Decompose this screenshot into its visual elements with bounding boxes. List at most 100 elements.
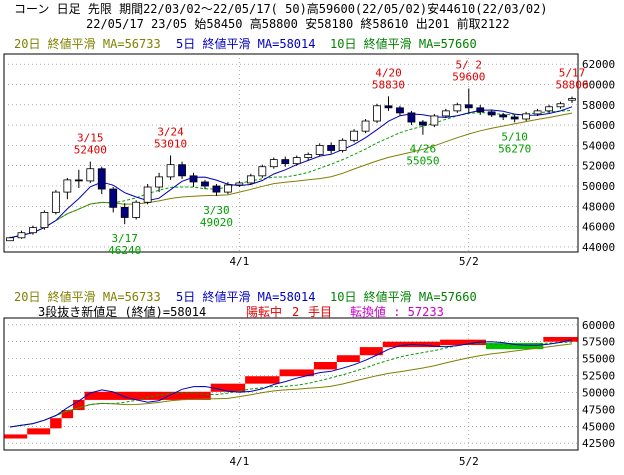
candle-body [109,188,118,208]
candle-body [235,182,244,186]
candle-body [51,191,60,213]
candle-body [487,111,496,116]
candle-body [556,103,565,108]
y-tick-label: 52000 [582,160,615,173]
legend-ma10: 10日 終値平滑 MA=57660 [330,37,477,51]
y-tick-label: 42500 [582,437,615,450]
candle-body [143,186,152,203]
new-price-bar [210,383,246,392]
new-price-bar [61,410,74,419]
annotation-high-value: 58800 [555,79,588,92]
annotation-high-date: 4/20 [375,66,402,79]
y-tick-label: 56000 [582,119,615,132]
plot-frame [3,53,579,253]
annotation-low-value: 56270 [498,142,531,155]
candle-body [86,168,95,182]
y-tick-label: 60000 [582,319,615,332]
legend-ma5-bottom: 5日 終値平滑 MA=58014 [176,290,316,304]
candle-body [453,104,462,112]
candle-body [120,206,129,218]
new-price-bar [440,339,486,346]
annotation-high-date: 5/17 [559,67,586,80]
candle-body [568,98,576,101]
legend-ma10-bottom: 10日 終値平滑 MA=57660 [330,290,477,304]
annotation-high-date: 3/15 [77,132,104,145]
new-price-panel: 42500 45000 47500 50000 52500 55000 57500 60000… [3,317,615,468]
candle-body [396,107,404,114]
candle-body [441,110,450,117]
x-tick-label: 4/1 [229,255,249,268]
ma5-line-bottom [9,339,573,428]
candle-body [292,157,301,165]
new-price-bar [245,376,280,384]
new-price-bar [50,418,62,429]
candle-body [304,154,313,158]
candle-body [97,168,106,190]
new-price-bar [359,347,383,356]
annotation-high-value: 59600 [452,71,485,84]
legend-ma20: 20日 終値平滑 MA=56733 [14,37,161,51]
candle-body [464,104,473,109]
x-tick-label: 5/2 [459,455,479,468]
legend-ma20-bottom: 20日 終値平滑 MA=56733 [14,290,161,304]
y-tick-label: 45000 [582,420,615,433]
annotation-high-value: 52400 [74,144,107,157]
candle-body [533,110,542,115]
header-line2: 22/05/17 23/05 始58450 高58800 安58180 終586… [86,17,510,31]
y-tick-label: 52500 [582,370,615,383]
candle-body [40,211,49,229]
candle-body [522,113,531,120]
new-price-bar [27,428,51,435]
new-price-bar [543,336,578,342]
candle-body [350,130,358,141]
candle-body [269,159,278,168]
candle-body [246,175,255,184]
y-tick-label: 54000 [582,139,615,152]
x-tick-label: 5/2 [459,255,479,268]
new-price-bar [313,362,337,370]
candle-body [545,106,553,112]
candle-body [361,120,370,132]
annotation-low-date: 5/10 [501,130,528,143]
turn-status: 陽転中 [246,305,283,319]
y-tick-label: 57500 [582,336,615,349]
annotation-low-date: 4/26 [410,143,437,156]
candle-body [17,232,26,239]
annotation-high-date: 3/24 [157,125,184,138]
candle-body [407,112,416,123]
ma10-line-bottom [9,341,573,428]
turn-count-unit: 手目 [308,305,333,319]
candle-body [224,184,232,193]
new-price-bar [279,369,314,377]
annotation-low-value: 46240 [108,244,141,257]
y-tick-label: 62000 [582,58,615,71]
candle-body [29,227,37,234]
y-tick-label: 47500 [582,403,615,416]
candle-body [338,139,347,151]
new-price-bar [4,434,28,439]
header-line1: コーン 日足 先限 期間22/03/02～22/05/17( 50)高59600… [14,2,548,16]
candle-body [74,179,83,182]
candle-body [189,175,198,183]
y-tick-label: 48000 [582,200,615,213]
candle-body [384,105,393,109]
candle-body [499,114,508,118]
legend-ma5: 5日 終値平滑 MA=58014 [176,37,316,51]
new-price-bar [336,355,360,362]
annotation-high-value: 53010 [154,137,187,150]
candle-body [281,159,290,165]
y-tick-label: 46000 [582,221,615,234]
y-tick-label: 55000 [582,353,615,366]
y-tick-label: 50000 [582,386,615,399]
candle-body [6,237,14,242]
candle-body [201,181,209,187]
annotation-high-value: 58830 [372,78,405,91]
candle-body [63,179,72,193]
candle-body [132,201,141,218]
new-price-bar [84,391,211,400]
turn-count: 2 [292,305,300,319]
candle-body [476,107,485,113]
plot-frame-bottom [3,317,579,451]
candle-body [510,116,519,120]
